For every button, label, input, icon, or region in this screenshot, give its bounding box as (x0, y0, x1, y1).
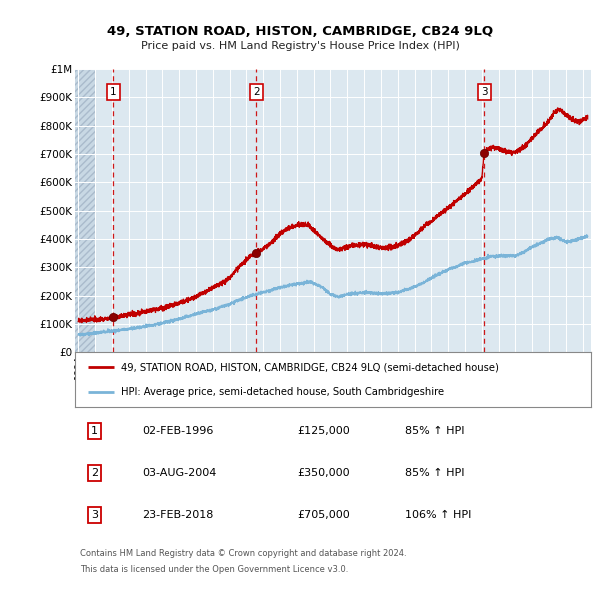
Text: 106% ↑ HPI: 106% ↑ HPI (405, 510, 472, 520)
Text: Contains HM Land Registry data © Crown copyright and database right 2024.: Contains HM Land Registry data © Crown c… (80, 549, 407, 559)
Text: 85% ↑ HPI: 85% ↑ HPI (405, 468, 465, 478)
Text: 3: 3 (481, 87, 487, 97)
Text: £705,000: £705,000 (297, 510, 350, 520)
Text: Price paid vs. HM Land Registry's House Price Index (HPI): Price paid vs. HM Land Registry's House … (140, 41, 460, 51)
Bar (75, 69, 95, 352)
Text: This data is licensed under the Open Government Licence v3.0.: This data is licensed under the Open Gov… (80, 565, 349, 574)
Text: 1: 1 (91, 426, 98, 436)
Text: 2: 2 (91, 468, 98, 478)
Text: £350,000: £350,000 (297, 468, 350, 478)
Text: £125,000: £125,000 (297, 426, 350, 436)
Text: 3: 3 (91, 510, 98, 520)
Text: 1: 1 (110, 87, 117, 97)
Text: 23-FEB-2018: 23-FEB-2018 (142, 510, 214, 520)
Text: 03-AUG-2004: 03-AUG-2004 (142, 468, 217, 478)
Text: 2: 2 (253, 87, 260, 97)
Text: 02-FEB-1996: 02-FEB-1996 (142, 426, 214, 436)
Text: HPI: Average price, semi-detached house, South Cambridgeshire: HPI: Average price, semi-detached house,… (121, 387, 445, 397)
Text: 85% ↑ HPI: 85% ↑ HPI (405, 426, 465, 436)
Text: 49, STATION ROAD, HISTON, CAMBRIDGE, CB24 9LQ: 49, STATION ROAD, HISTON, CAMBRIDGE, CB2… (107, 25, 493, 38)
Text: 49, STATION ROAD, HISTON, CAMBRIDGE, CB24 9LQ (semi-detached house): 49, STATION ROAD, HISTON, CAMBRIDGE, CB2… (121, 362, 499, 372)
